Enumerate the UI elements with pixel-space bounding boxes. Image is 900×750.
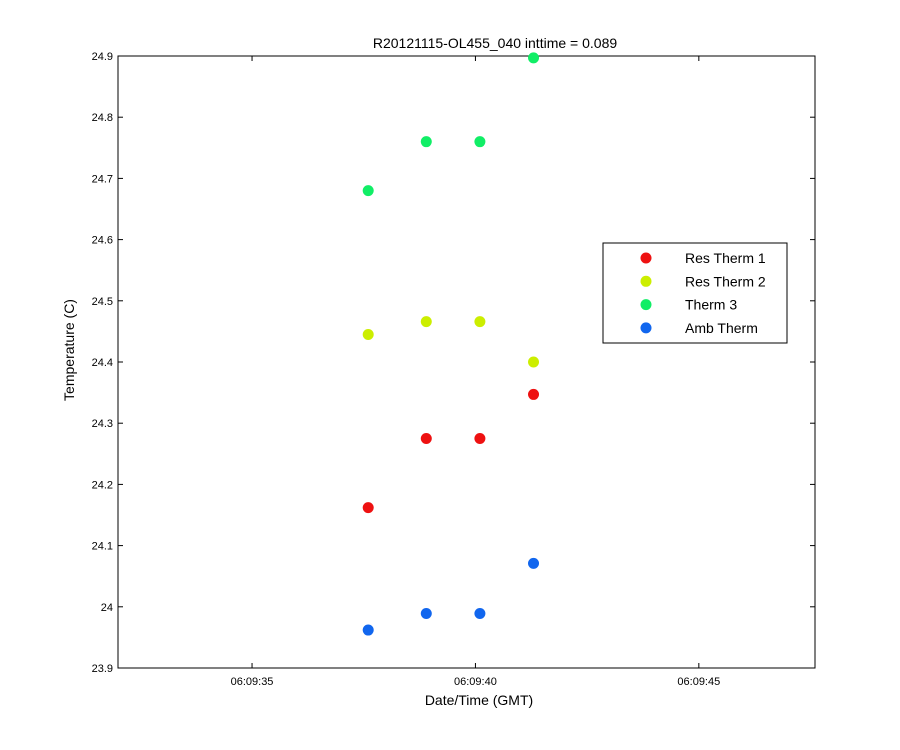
legend-label: Res Therm 1 xyxy=(685,250,766,266)
y-axis-label: Temperature (C) xyxy=(61,299,77,401)
data-point xyxy=(528,388,540,400)
y-tick-label: 24.6 xyxy=(92,235,113,247)
data-point xyxy=(528,557,540,569)
y-tick-label: 24.9 xyxy=(92,51,113,63)
legend-marker xyxy=(640,252,652,264)
legend-marker xyxy=(640,275,652,287)
x-axis: 06:09:35 06:09:40 06:09:45 xyxy=(231,56,720,688)
data-point xyxy=(474,433,486,444)
y-tick-label: 24 xyxy=(101,602,113,614)
y-tick-label: 24.4 xyxy=(92,357,113,369)
x-tick-label: 06:09:35 xyxy=(231,676,274,688)
data-point xyxy=(474,136,486,148)
data-point xyxy=(420,136,432,148)
y-tick-label: 23.9 xyxy=(92,663,113,675)
data-point xyxy=(528,52,540,64)
data-point xyxy=(474,316,486,328)
y-axis: 23.9 24 24.1 24.2 24.3 24.4 24.5 24.6 24.7 24.8 24… xyxy=(92,51,815,675)
legend-label: Res Therm 2 xyxy=(685,273,766,289)
data-point xyxy=(420,316,432,328)
x-axis-label: Date/Time (GMT) xyxy=(425,692,533,708)
data-point xyxy=(420,433,432,444)
data-point xyxy=(420,608,432,620)
y-tick-label: 24.3 xyxy=(92,418,113,430)
data-point xyxy=(362,185,374,197)
data-point xyxy=(362,328,374,340)
data-point xyxy=(528,356,540,368)
y-tick-label: 24.2 xyxy=(92,479,113,491)
x-tick-label: 06:09:40 xyxy=(454,676,497,688)
data-point xyxy=(362,624,374,636)
legend-marker xyxy=(640,322,652,334)
legend-label: Amb Therm xyxy=(685,320,758,336)
data-points xyxy=(362,52,540,636)
y-tick-label: 24.5 xyxy=(92,296,113,308)
plot-area xyxy=(117,55,816,669)
x-tick-label: 06:09:45 xyxy=(677,676,720,688)
y-tick-label: 24.7 xyxy=(92,173,113,185)
y-tick-label: 24.8 xyxy=(92,112,113,124)
legend-box xyxy=(602,242,788,344)
y-tick-label: 24.1 xyxy=(92,541,113,553)
data-point xyxy=(474,608,486,620)
data-point xyxy=(362,502,374,514)
legend-marker xyxy=(640,299,652,311)
legend: Res Therm 1 Res Therm 2 Therm 3 Amb Therm xyxy=(602,242,788,344)
chart-title: R20121115-OL455_040 inttime = 0.089 xyxy=(373,35,617,51)
legend-label: Therm 3 xyxy=(685,297,737,313)
